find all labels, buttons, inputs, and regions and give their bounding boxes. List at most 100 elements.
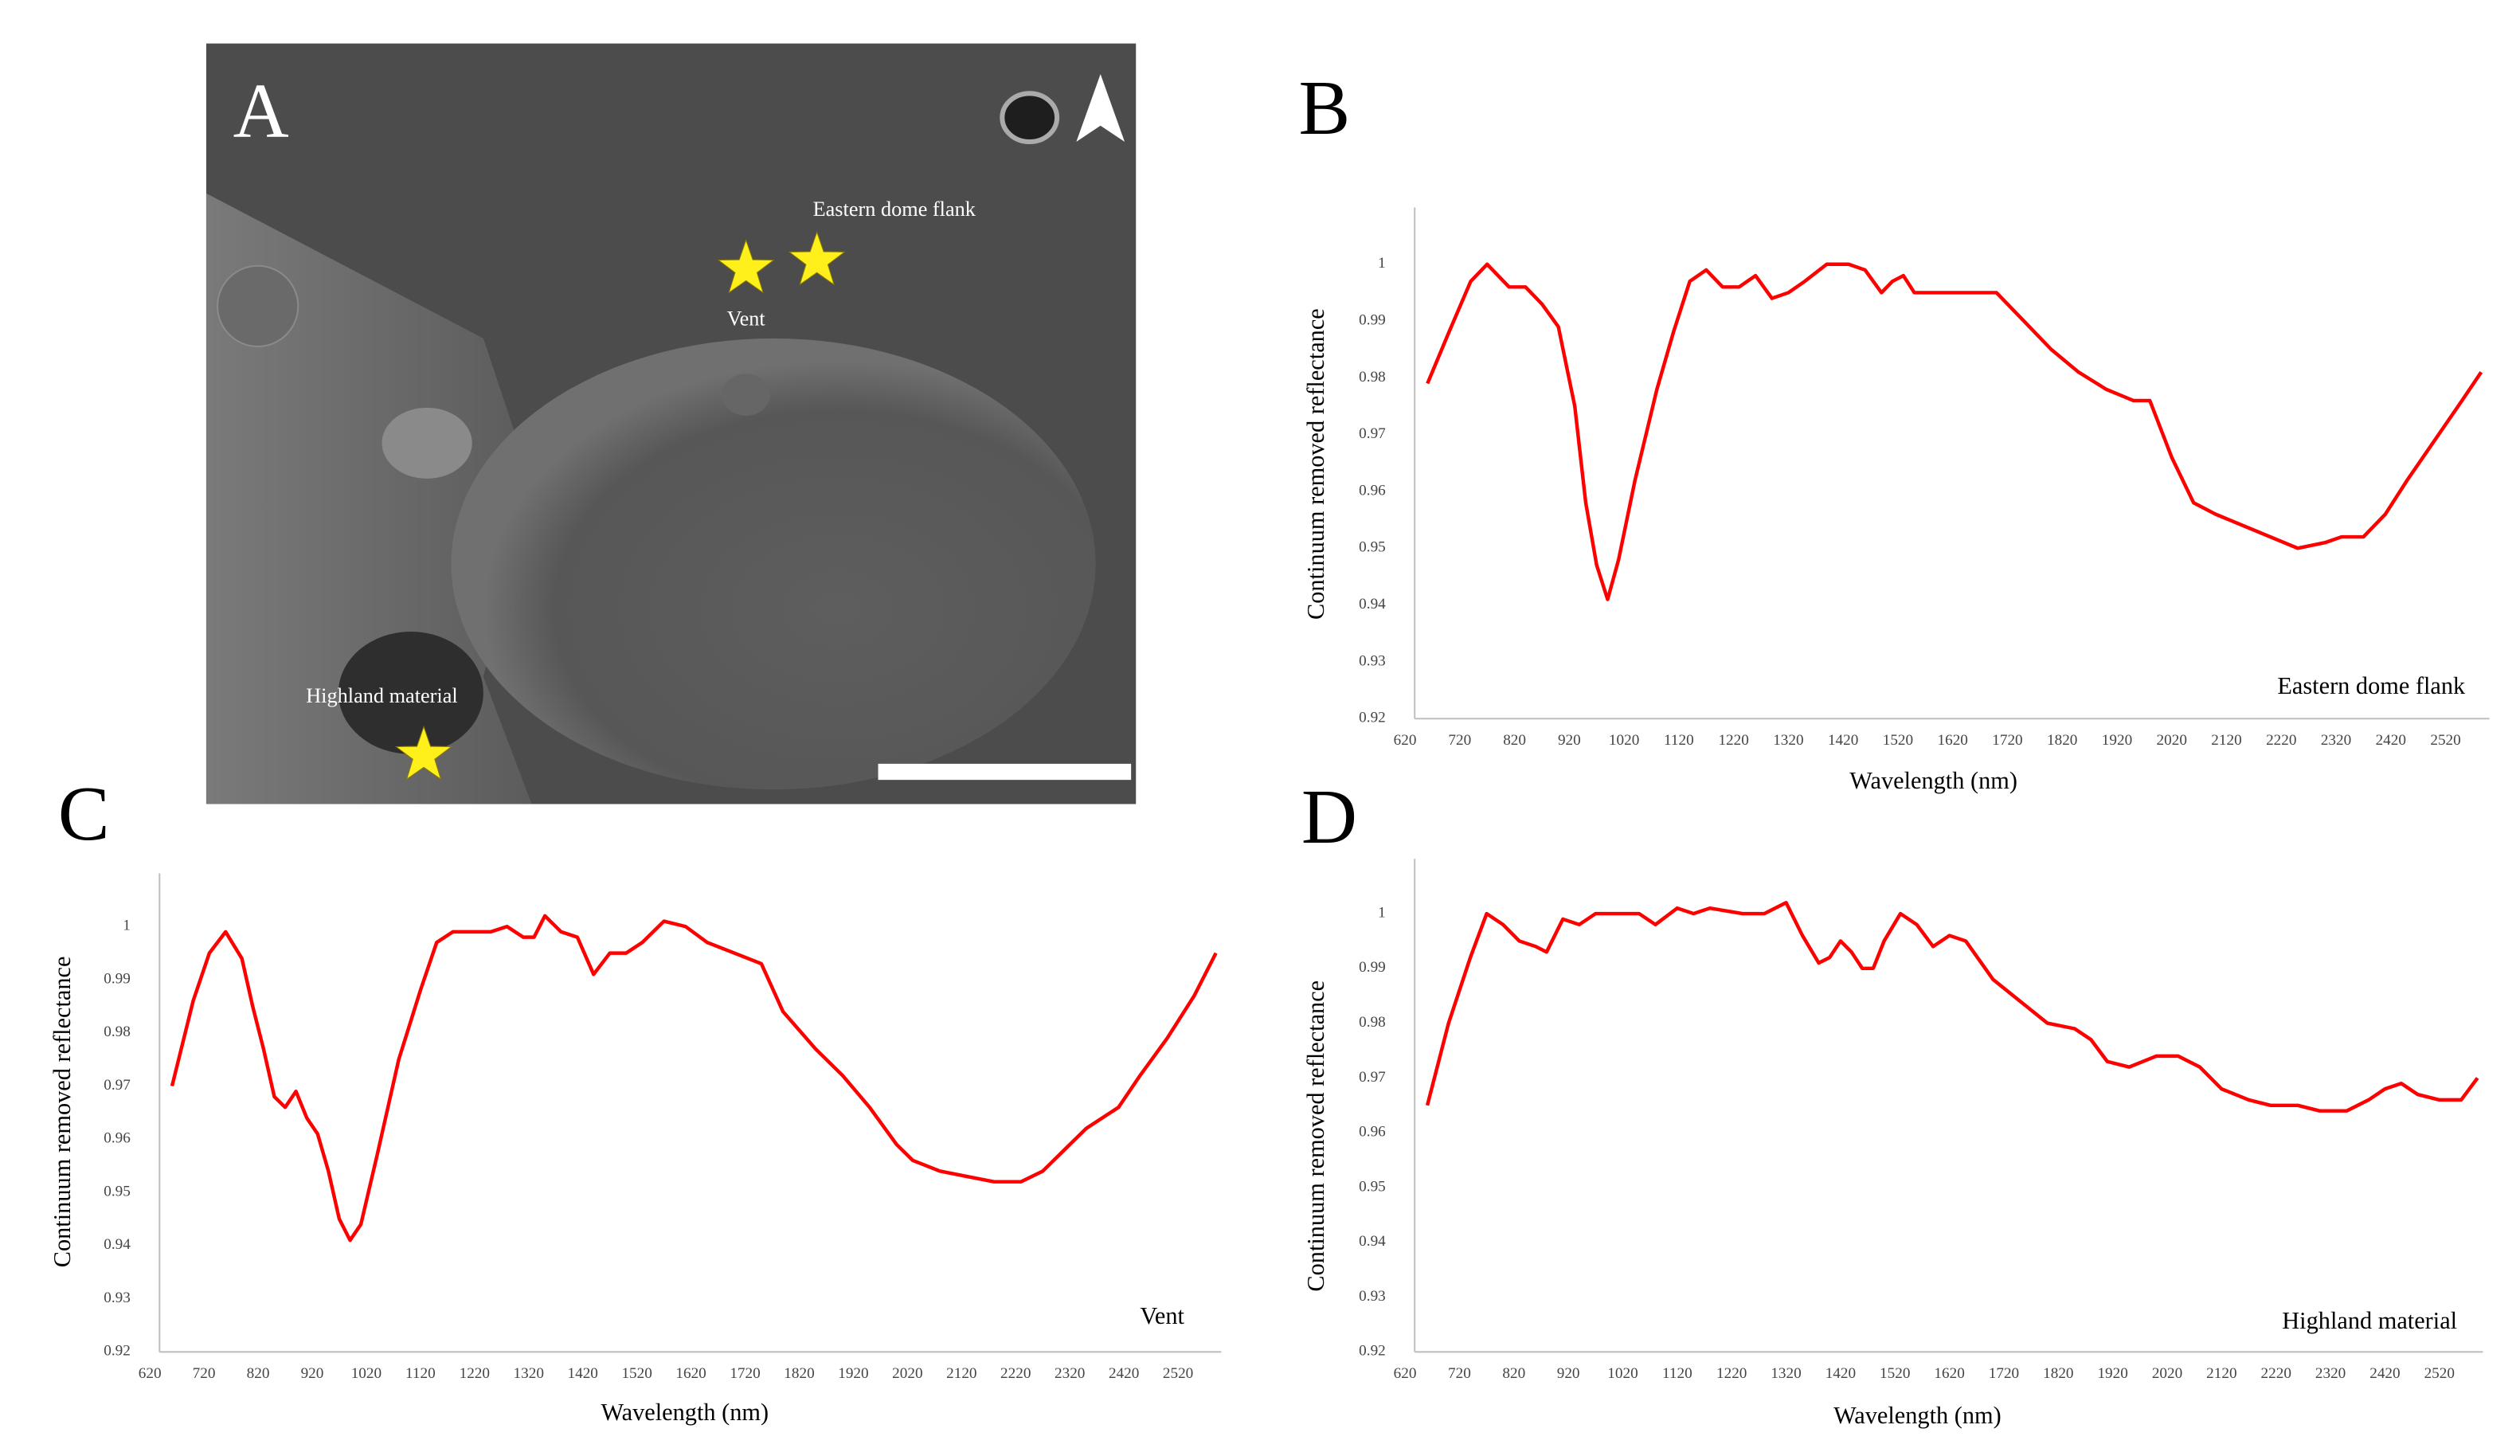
y-tick-label: 0.93: [104, 1290, 131, 1306]
y-tick-label: 1: [1378, 904, 1386, 921]
x-tick-label: 1020: [351, 1365, 382, 1382]
x-tick-label: 1420: [567, 1365, 597, 1382]
x-tick-label: 1320: [514, 1365, 544, 1382]
x-tick-label: 920: [1557, 1365, 1580, 1382]
x-tick-label: 720: [1448, 732, 1471, 749]
site-label: Eastern dome flank: [813, 198, 976, 221]
crater: [338, 632, 483, 754]
y-tick-label: 0.96: [1359, 482, 1386, 499]
x-tick-label: 2420: [2369, 1365, 2400, 1382]
x-tick-label: 1320: [1771, 1365, 1801, 1382]
x-tick-label: 1420: [1825, 1365, 1856, 1382]
x-tick-label: 1020: [1609, 732, 1639, 749]
x-tick-label: 2220: [1000, 1365, 1031, 1382]
x-tick-label: 2420: [1109, 1365, 1139, 1382]
panel-label: C: [58, 771, 110, 857]
star: [394, 725, 453, 781]
x-tick-label: 2120: [2211, 732, 2241, 749]
x-tick-label: 2520: [1163, 1365, 1193, 1382]
x-axis-title: Wavelength (nm): [601, 1399, 769, 1426]
x-tick-label: 1620: [1937, 732, 1967, 749]
terrain: [451, 338, 1096, 790]
x-tick-label: 2320: [1055, 1365, 1085, 1382]
y-tick-label: 0.99: [1359, 311, 1386, 328]
x-tick-label: 1620: [675, 1365, 706, 1382]
y-tick-label: 0.98: [104, 1024, 131, 1040]
data-line: [170, 914, 1218, 1243]
x-tick-label: 820: [247, 1365, 270, 1382]
y-tick-label: 0.99: [1359, 959, 1386, 976]
y-axis-title: Continuum removed reflectance: [49, 957, 76, 1268]
x-tick-label: 820: [1502, 1365, 1525, 1382]
crater: [217, 264, 299, 347]
x-tick-label: 1520: [621, 1365, 652, 1382]
x-tick-label: 1120: [1664, 732, 1694, 749]
y-tick-label: 0.98: [1359, 1014, 1386, 1031]
x-tick-label: 2120: [946, 1365, 976, 1382]
x-tick-label: 1320: [1773, 732, 1803, 749]
x-tick-label: 720: [193, 1365, 216, 1382]
panel-label: A: [233, 68, 289, 155]
x-tick-label: 920: [301, 1365, 324, 1382]
y-tick-label: 0.96: [104, 1130, 131, 1147]
x-tick-label: 1720: [1989, 1365, 2019, 1382]
x-tick-label: 1620: [1934, 1365, 1964, 1382]
site-label: Highland material: [306, 684, 457, 707]
x-tick-label: 2120: [2206, 1365, 2236, 1382]
y-tick-label: 0.95: [1359, 539, 1386, 556]
x-tick-label: 1120: [1662, 1365, 1692, 1382]
y-tick-label: 0.93: [1359, 1288, 1386, 1305]
x-tick-label: 1820: [2043, 1365, 2073, 1382]
y-tick-label: 1: [1378, 255, 1386, 272]
site-markers: [394, 230, 846, 781]
x-tick-label: 620: [1394, 1365, 1417, 1382]
y-tick-label: 0.95: [104, 1183, 131, 1200]
x-tick-label: 2520: [2424, 1365, 2455, 1382]
y-tick-label: 0.92: [1359, 1343, 1386, 1360]
y-tick-label: 0.96: [1359, 1124, 1386, 1141]
y-tick-label: 0.94: [1359, 1233, 1386, 1250]
x-tick-label: 720: [1448, 1365, 1471, 1382]
x-tick-label: 920: [1558, 732, 1581, 749]
y-axis-title: Continuum removed reflectance: [1302, 980, 1329, 1292]
x-tick-label: 2420: [2376, 732, 2406, 749]
north-arrow: [1076, 74, 1125, 143]
star: [717, 238, 775, 294]
x-tick-label: 2320: [2321, 732, 2351, 749]
y-axis-title: Continuum removed reflectance: [1302, 308, 1329, 620]
y-tick-label: 0.98: [1359, 369, 1386, 386]
y-tick-label: 0.95: [1359, 1178, 1386, 1195]
y-tick-label: 0.99: [104, 970, 131, 987]
panel-label: B: [1299, 65, 1351, 151]
series-label: Eastern dome flank: [2277, 672, 2466, 699]
y-tick-label: 0.94: [104, 1236, 131, 1253]
data-line: [1425, 901, 2479, 1113]
y-tick-label: 0.94: [1359, 596, 1386, 613]
x-tick-label: 1720: [1992, 732, 2022, 749]
crater: [382, 407, 472, 479]
x-tick-label: 1920: [838, 1365, 868, 1382]
image-panel: A Eastern dome flank Vent Highland mater…: [205, 43, 1137, 804]
x-tick-label: 2320: [2315, 1365, 2346, 1382]
x-tick-label: 2520: [2430, 732, 2460, 749]
x-tick-label: 1820: [784, 1365, 814, 1382]
y-tick-label: 0.92: [104, 1343, 131, 1360]
y-tick-label: 0.97: [1359, 1069, 1386, 1086]
x-tick-label: 820: [1503, 732, 1526, 749]
x-tick-label: 1720: [730, 1365, 760, 1382]
x-tick-label: 1820: [2047, 732, 2077, 749]
chart: 0.92 0.93 0.94 0.95 0.96 0.97 0.98 0.99 1620 720 8…: [49, 771, 1222, 1426]
x-tick-label: 1120: [405, 1365, 436, 1382]
y-tick-label: 0.97: [104, 1077, 131, 1094]
x-tick-label: 1220: [460, 1365, 490, 1382]
x-tick-label: 2020: [2152, 1365, 2182, 1382]
x-tick-label: 2220: [2261, 1365, 2291, 1382]
y-tick-label: 0.93: [1359, 652, 1386, 669]
series-label: Vent: [1140, 1302, 1184, 1329]
x-tick-label: 1220: [1716, 1365, 1747, 1382]
x-tick-label: 1520: [1883, 732, 1913, 749]
x-tick-label: 1920: [2102, 732, 2132, 749]
